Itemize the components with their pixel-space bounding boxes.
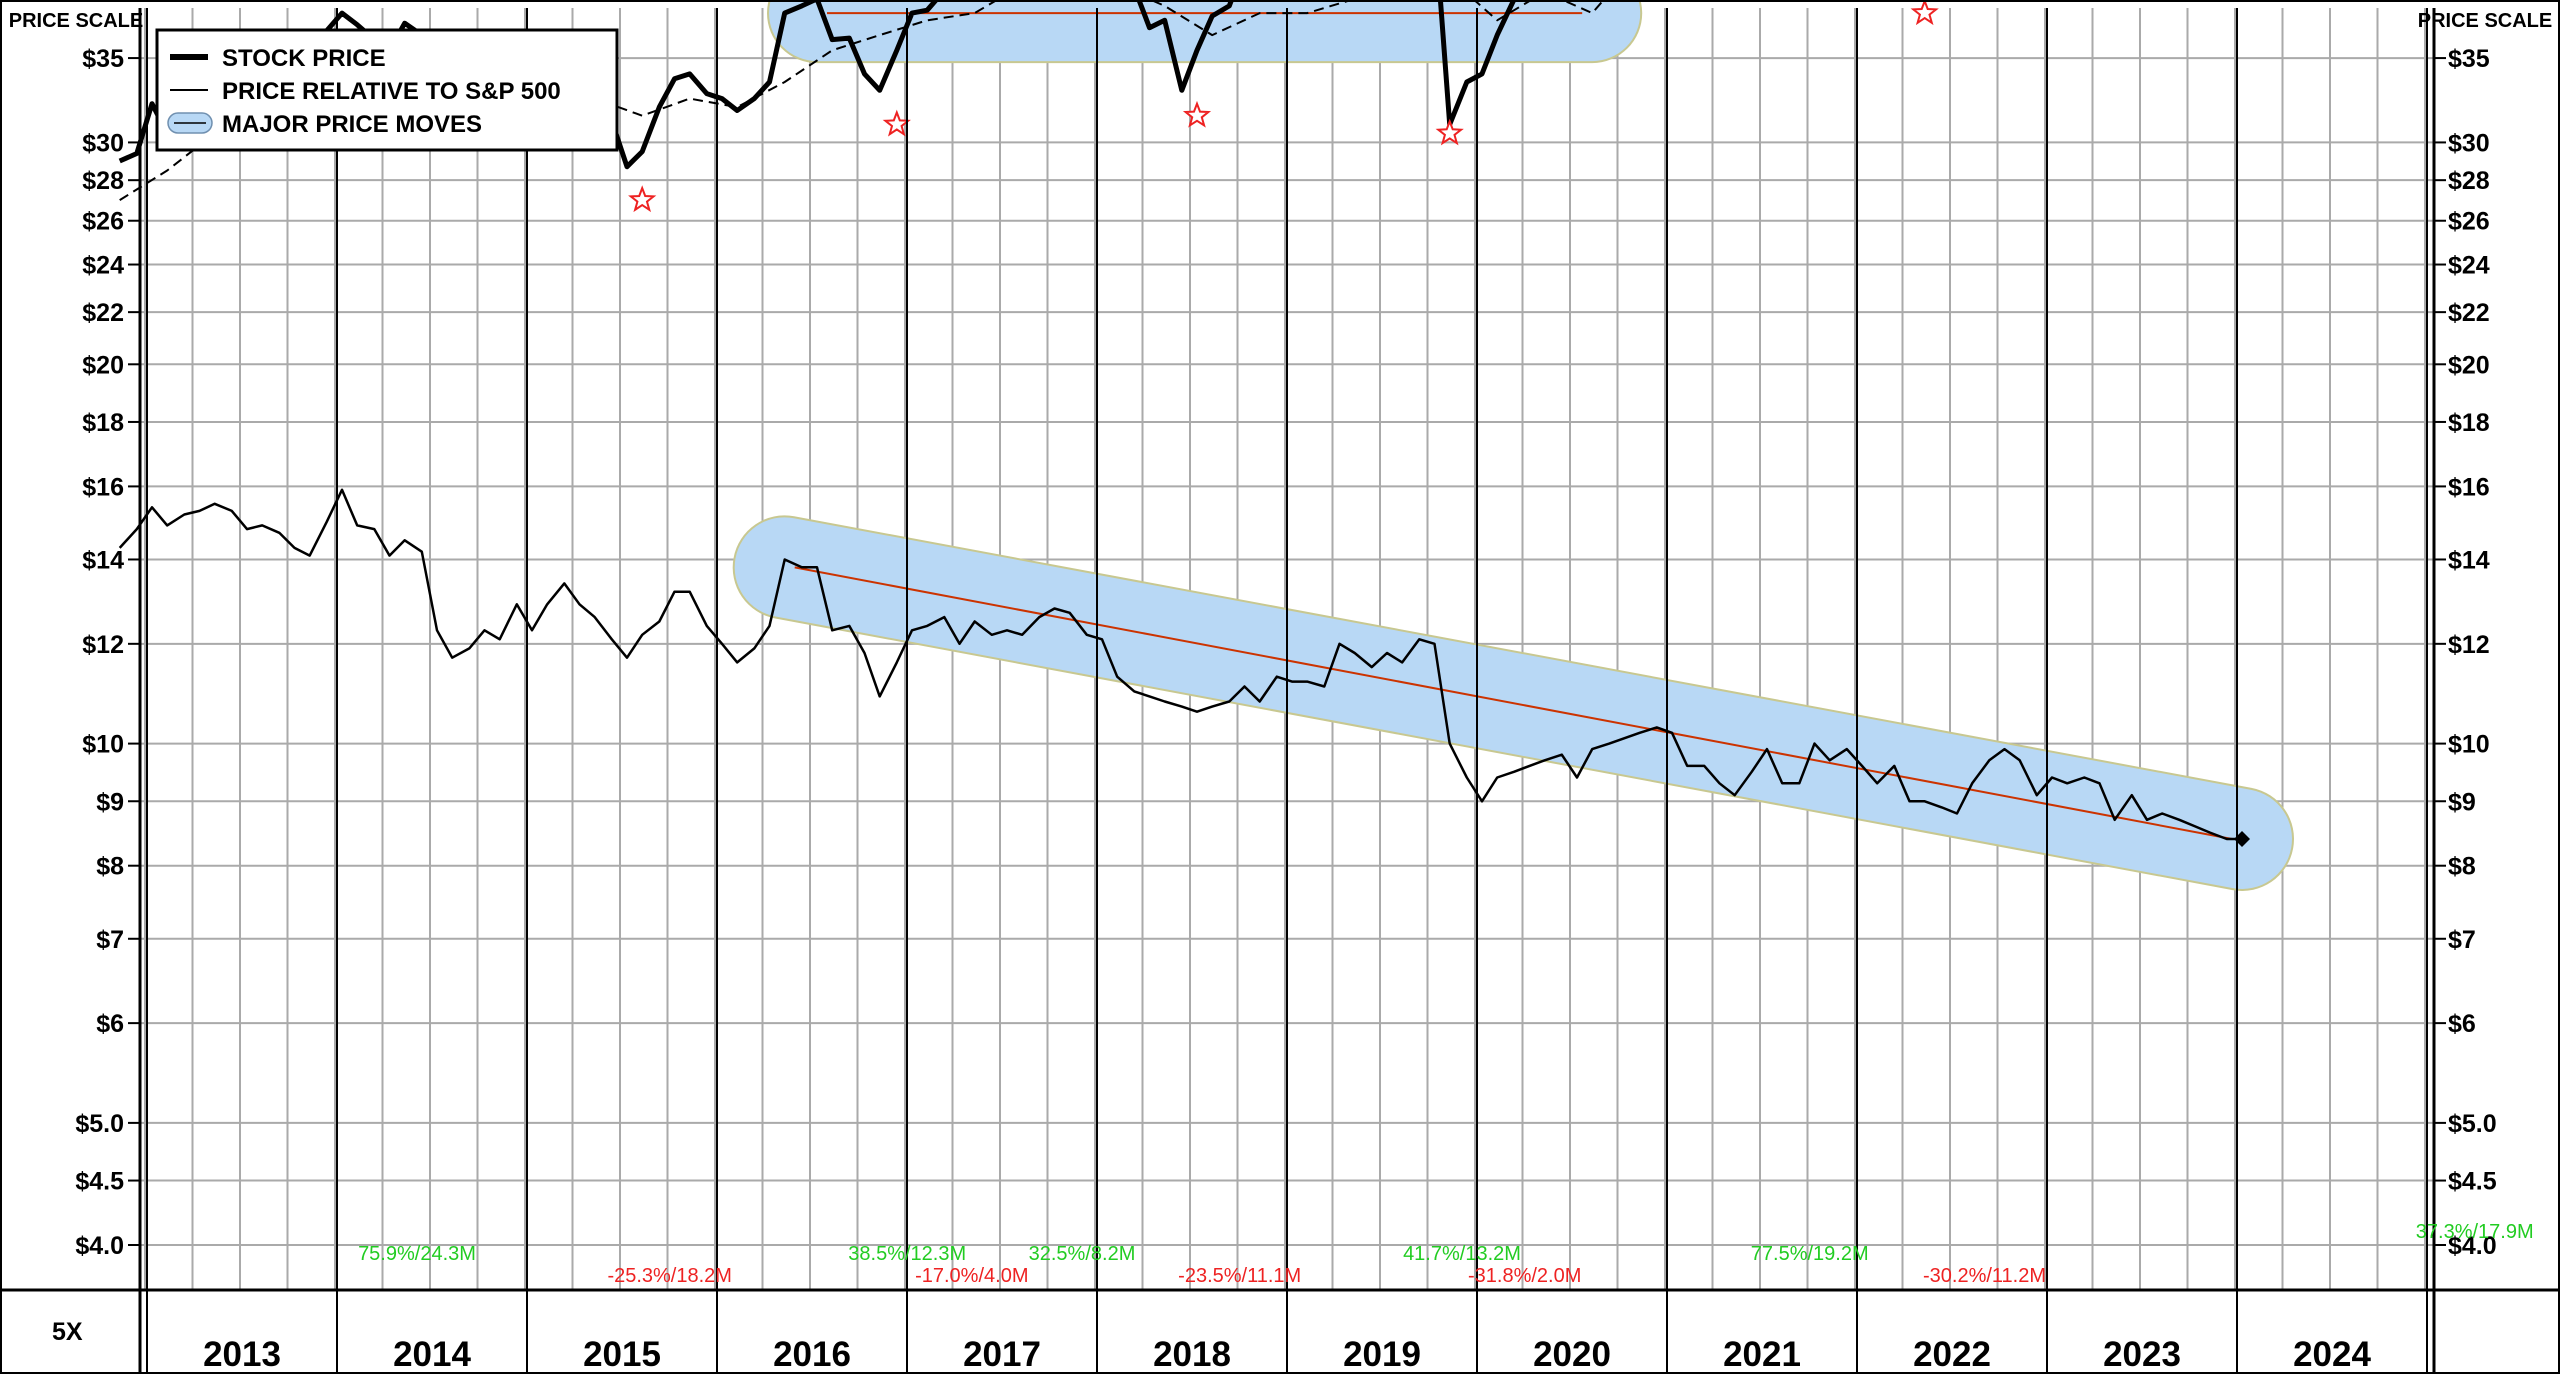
price-tick-label-right: $35 (2448, 45, 2490, 73)
price-tick-label-right: $10 (2448, 731, 2490, 759)
price-tick-label-right: $8 (2448, 853, 2476, 881)
year-label: 2022 (1913, 1335, 1991, 1374)
move-annotation: 38.5%/12.3M (848, 1243, 966, 1265)
price-tick-label-left: $18 (82, 409, 124, 437)
legend-label: STOCK PRICE (222, 45, 386, 72)
move-annotation: 75.9%/24.3M (358, 1243, 476, 1265)
move-annotation: 41.7%/13.2M (1403, 1243, 1521, 1265)
price-tick-label-left: $6 (96, 1010, 124, 1038)
price-tick-label-left: $12 (82, 631, 124, 659)
price-tick-label-right: $9 (2448, 788, 2476, 816)
move-annotation: -17.0%/4.0M (915, 1265, 1028, 1287)
price-tick-label-right: $5.0 (2448, 1110, 2497, 1138)
move-annotation: -31.8%/2.0M (1468, 1265, 1581, 1287)
down-star-marker (1435, 118, 1464, 146)
move-annotation: 77.5%/19.2M (1751, 1243, 1869, 1265)
price-scale-title-left: PRICE SCALE (9, 10, 143, 32)
price-tick-label-left: $26 (82, 208, 124, 236)
year-label: 2014 (393, 1335, 471, 1374)
year-label: 2013 (203, 1335, 281, 1374)
price-tick-label-left: $16 (82, 473, 124, 501)
down-star-marker (628, 185, 657, 213)
price-tick-label-right: $26 (2448, 208, 2490, 236)
price-tick-label-left: $10 (82, 731, 124, 759)
down-star-marker (1910, 0, 1939, 26)
price-tick-label-left: $7 (96, 926, 124, 954)
move-annotation: 37.3%/17.9M (2416, 1221, 2534, 1243)
trend-line-2 (794, 566, 2233, 840)
year-label: 2020 (1533, 1335, 1611, 1374)
price-tick-label-right: $4.5 (2448, 1168, 2497, 1196)
year-label: 2021 (1723, 1335, 1801, 1374)
year-label: 2023 (2103, 1335, 2181, 1374)
major-price-move-bands (732, 0, 2294, 892)
price-tick-label-right: $20 (2448, 351, 2490, 379)
price-tick-label-right: $7 (2448, 926, 2476, 954)
relative-price-line (118, 488, 2242, 841)
year-label: 2015 (583, 1335, 661, 1374)
legend: STOCK PRICE PRICE RELATIVE TO S&P 500 MAJO… (155, 28, 619, 152)
move-annotations: 75.9%/24.3M -25.3%/18.2M 38.5%/12.3M-17.0%… (358, 1221, 2534, 1287)
price-tick-label-right: $4.0 (2448, 1232, 2497, 1260)
year-axis: 5X 2013 2014 2015 2016 2017 2018 2019 2020 2021 2… (52, 1318, 2371, 1374)
price-tick-label-right: $6 (2448, 1010, 2476, 1038)
price-tick-label-left: $24 (82, 252, 124, 280)
price-tick-label-right: $18 (2448, 409, 2490, 437)
move-annotation: -30.2%/11.2M (1923, 1265, 2046, 1287)
price-tick-label-left: $8 (96, 853, 124, 881)
down-star-marker (882, 109, 911, 137)
move-annotation: 32.5%/8.2M (1029, 1243, 1136, 1265)
price-tick-label-left: $22 (82, 299, 124, 327)
price-tick-label-left: $4.5 (75, 1168, 124, 1196)
year-label: 2024 (2293, 1335, 2371, 1374)
price-tick-label-right: $24 (2448, 252, 2490, 280)
price-tick-label-left: $20 (82, 351, 124, 379)
price-tick-label-left: $28 (82, 167, 124, 195)
price-tick-label-left: $30 (82, 129, 124, 157)
price-scale: PRICE SCALE PRICE SCALE $100$100$90$90$8… (9, 10, 2552, 1260)
price-tick-label-left: $35 (82, 45, 124, 73)
price-tick-label-left: $9 (96, 788, 124, 816)
move-annotation: -23.5%/11.1M (1178, 1265, 1301, 1287)
price-tick-label-right: $14 (2448, 546, 2490, 574)
price-tick-label-right: $30 (2448, 129, 2490, 157)
legend-label: MAJOR PRICE MOVES (222, 111, 482, 138)
grid (140, 8, 2434, 1290)
move-annotation: -25.3%/18.2M (607, 1265, 732, 1287)
legend-label: PRICE RELATIVE TO S&P 500 (222, 78, 561, 105)
year-label: 2017 (963, 1335, 1041, 1374)
multiplier-label: 5X (52, 1318, 83, 1346)
price-tick-label-left: $14 (82, 546, 124, 574)
price-tick-label-right: $12 (2448, 631, 2490, 659)
price-tick-label-right: $16 (2448, 473, 2490, 501)
price-tick-label-left: $5.0 (75, 1110, 124, 1138)
year-label: 2019 (1343, 1335, 1421, 1374)
peak-trough-stars (350, 0, 1939, 213)
year-label: 2018 (1153, 1335, 1231, 1374)
down-star-marker (1182, 100, 1212, 128)
legend-box (155, 28, 619, 152)
price-scale-title-right: PRICE SCALE (2418, 10, 2552, 32)
price-tick-label-right: $28 (2448, 167, 2490, 195)
price-tick-label-right: $22 (2448, 299, 2490, 327)
year-label: 2016 (773, 1335, 851, 1374)
price-tick-label-left: $4.0 (75, 1232, 124, 1260)
